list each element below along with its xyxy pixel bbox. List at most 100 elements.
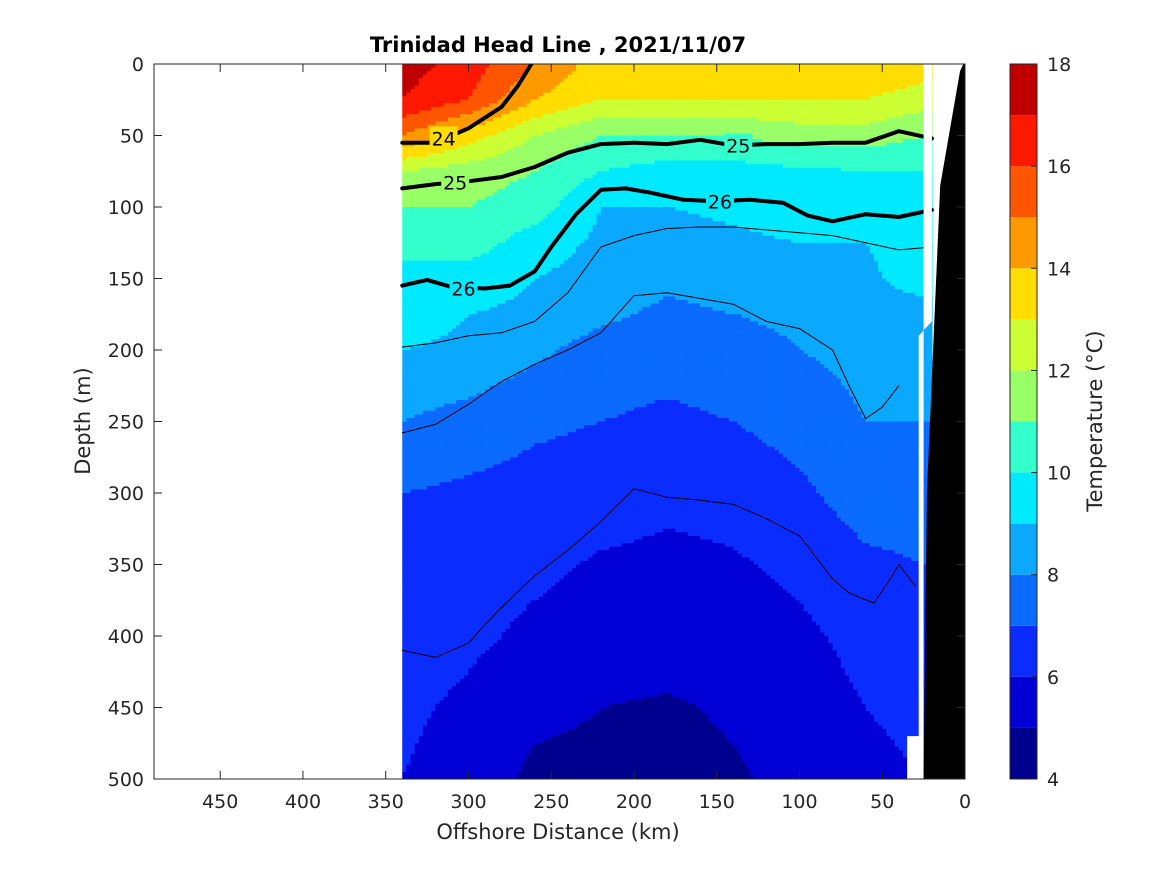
heatmap-cell	[427, 196, 432, 200]
heatmap-cell	[402, 718, 407, 722]
heatmap-cell	[423, 207, 428, 211]
heatmap-cell	[406, 271, 411, 275]
heatmap-cell	[415, 418, 420, 422]
heatmap-cell	[431, 64, 436, 68]
heatmap-cell	[423, 715, 428, 719]
heatmap-cell	[411, 582, 416, 586]
heatmap-cell	[427, 203, 432, 207]
heatmap-cell	[406, 450, 411, 454]
heatmap-cell	[423, 218, 428, 222]
heatmap-cell	[431, 643, 436, 647]
heatmap-cell	[406, 654, 411, 658]
heatmap-cell	[415, 121, 420, 125]
heatmap-cell	[423, 568, 428, 572]
heatmap-cell	[415, 575, 420, 579]
heatmap-cell	[415, 697, 420, 701]
heatmap-cell	[415, 733, 420, 737]
heatmap-cell	[423, 586, 428, 590]
heatmap-cell	[402, 118, 407, 122]
heatmap-cell	[415, 325, 420, 329]
heatmap-cell	[406, 497, 411, 501]
heatmap-cell	[427, 550, 432, 554]
heatmap-cell	[419, 479, 424, 483]
heatmap-cell	[406, 243, 411, 247]
heatmap-cell	[406, 432, 411, 436]
heatmap-cell	[427, 78, 432, 82]
heatmap-cell	[402, 243, 407, 247]
heatmap-cell	[411, 250, 416, 254]
heatmap-cell	[415, 615, 420, 619]
heatmap-cell	[431, 82, 436, 86]
heatmap-cell	[431, 268, 436, 272]
heatmap-cell	[411, 418, 416, 422]
heatmap-cell	[406, 225, 411, 229]
heatmap-cell	[411, 400, 416, 404]
heatmap-cell	[427, 547, 432, 551]
heatmap-cell	[402, 758, 407, 762]
heatmap-cell	[406, 447, 411, 451]
heatmap-cell	[402, 565, 407, 569]
heatmap-cell	[406, 100, 411, 104]
heatmap-cell	[431, 489, 436, 493]
heatmap-cell	[411, 557, 416, 561]
heatmap-cell	[411, 472, 416, 476]
heatmap-cell	[435, 243, 440, 247]
heatmap-cell	[415, 461, 420, 465]
heatmap-cell	[431, 196, 436, 200]
heatmap-cell	[411, 643, 416, 647]
heatmap-cell	[423, 736, 428, 740]
heatmap-cell	[431, 718, 436, 722]
heatmap-cell	[431, 629, 436, 633]
heatmap-cell	[431, 379, 436, 383]
heatmap-cell	[419, 557, 424, 561]
heatmap-cell	[402, 686, 407, 690]
heatmap-cell	[406, 193, 411, 197]
heatmap-cell	[406, 289, 411, 293]
heatmap-cell	[431, 211, 436, 215]
heatmap-cell	[427, 336, 432, 340]
heatmap-cell	[402, 196, 407, 200]
heatmap-cell	[411, 150, 416, 154]
heatmap-cell	[423, 318, 428, 322]
heatmap-cell	[411, 346, 416, 350]
heatmap-cell	[427, 643, 432, 647]
heatmap-cell	[406, 532, 411, 536]
heatmap-cell	[427, 239, 432, 243]
heatmap-cell	[419, 597, 424, 601]
heatmap-cell	[411, 239, 416, 243]
heatmap-cell	[415, 407, 420, 411]
heatmap-cell	[431, 253, 436, 257]
heatmap-cell	[406, 607, 411, 611]
heatmap-cell	[427, 568, 432, 572]
heatmap-cell	[406, 400, 411, 404]
heatmap-cell	[419, 679, 424, 683]
heatmap-cell	[406, 300, 411, 304]
heatmap-cell	[411, 236, 416, 240]
heatmap-cell	[423, 597, 428, 601]
heatmap-cell	[411, 393, 416, 397]
heatmap-cell	[415, 618, 420, 622]
heatmap-cell	[423, 293, 428, 297]
heatmap-cell	[423, 243, 428, 247]
heatmap-cell	[431, 736, 436, 740]
heatmap-cell	[435, 221, 440, 225]
heatmap-cell	[431, 493, 436, 497]
heatmap-cell	[427, 268, 432, 272]
heatmap-cell	[419, 228, 424, 232]
heatmap-cell	[406, 486, 411, 490]
heatmap-cell	[423, 304, 428, 308]
heatmap-cell	[419, 461, 424, 465]
heatmap-cell	[411, 218, 416, 222]
heatmap-cell	[423, 679, 428, 683]
heatmap-cell	[406, 157, 411, 161]
heatmap-cell	[423, 389, 428, 393]
heatmap-cell	[419, 690, 424, 694]
heatmap-cell	[427, 218, 432, 222]
heatmap-cell	[419, 672, 424, 676]
heatmap-cell	[419, 636, 424, 640]
heatmap-cell	[419, 464, 424, 468]
heatmap-cell	[411, 146, 416, 150]
heatmap-cell	[431, 218, 436, 222]
heatmap-cell	[402, 665, 407, 669]
heatmap-cell	[435, 168, 440, 172]
